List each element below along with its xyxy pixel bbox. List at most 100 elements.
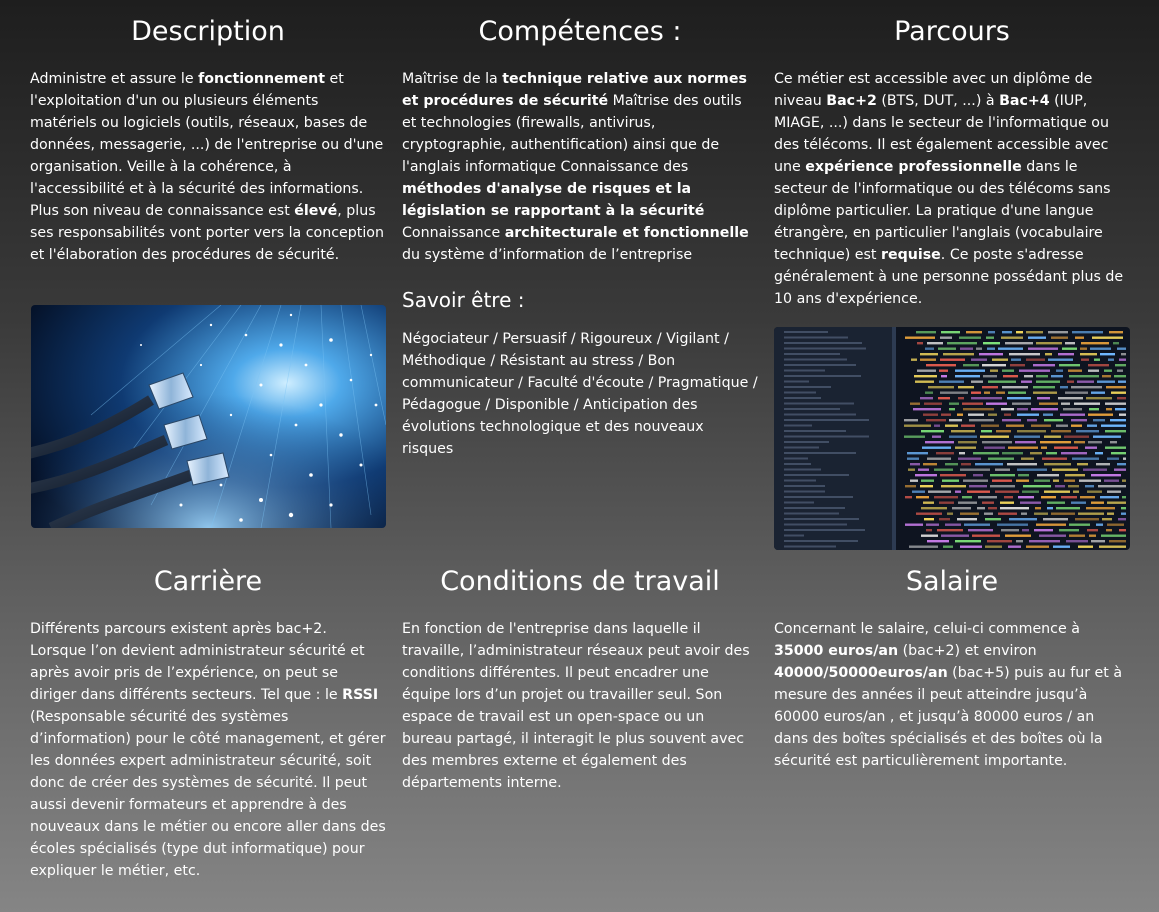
code-token <box>1114 468 1126 471</box>
code-token <box>940 474 966 477</box>
code-token <box>986 402 1007 405</box>
code-token <box>1119 358 1126 361</box>
code-token <box>1106 386 1126 389</box>
code-gutter-token <box>784 391 816 394</box>
code-token <box>958 386 974 389</box>
salaire-heading: Salaire <box>905 566 999 597</box>
code-token <box>1071 386 1102 389</box>
code-token <box>920 353 938 356</box>
description-text: Administre et assure le fonctionnement e… <box>30 71 384 264</box>
code-token <box>1037 397 1050 400</box>
code-token <box>1119 413 1126 416</box>
code-token <box>963 408 994 411</box>
code-token <box>958 441 977 444</box>
code-gutter-token <box>784 540 858 542</box>
code-token <box>1106 529 1112 532</box>
code-token <box>941 413 951 416</box>
code-token <box>1104 479 1119 482</box>
code-token <box>1004 496 1013 499</box>
code-token <box>968 413 984 416</box>
code-token <box>1087 424 1097 427</box>
code-token <box>1006 424 1024 427</box>
code-token <box>1088 413 1113 416</box>
code-token <box>934 468 953 471</box>
code-token <box>1041 446 1047 449</box>
code-token <box>1105 430 1126 433</box>
code-token <box>904 424 931 427</box>
code-token <box>1002 331 1012 334</box>
emphasis-text: fonctionnement <box>198 71 326 88</box>
code-token <box>916 331 936 334</box>
code-token <box>925 391 933 394</box>
code-token <box>921 479 934 482</box>
code-token <box>938 397 950 400</box>
code-gutter-token <box>784 358 847 361</box>
code-token <box>973 474 983 477</box>
code-token <box>920 485 933 488</box>
code-token <box>1065 474 1085 477</box>
code-token <box>939 369 948 372</box>
code-token <box>1021 512 1027 515</box>
code-token <box>1004 413 1011 416</box>
code-token <box>1036 380 1060 383</box>
code-token <box>1060 386 1068 389</box>
code-token <box>924 518 934 521</box>
code-token <box>1091 474 1121 477</box>
code-gutter-token <box>784 507 845 509</box>
code-token <box>1102 375 1111 378</box>
code-token <box>1064 435 1089 438</box>
code-token <box>916 496 929 499</box>
code-gutter-token <box>784 375 861 377</box>
code-token <box>958 501 977 504</box>
code-token <box>1017 408 1028 411</box>
code-token <box>1106 408 1112 411</box>
code-gutter-token <box>784 490 825 493</box>
code-token <box>1031 424 1051 427</box>
code-token <box>1044 490 1070 493</box>
emphasis-text: technique relative aux normes et procédu… <box>402 71 747 110</box>
code-token <box>996 391 1005 394</box>
code-token <box>949 435 977 438</box>
code-token <box>975 463 1003 466</box>
code-token <box>1022 529 1029 532</box>
code-token <box>955 446 976 449</box>
code-token <box>1024 375 1033 378</box>
code-token <box>921 430 944 433</box>
code-token <box>1107 501 1126 504</box>
code-token <box>923 463 937 466</box>
code-token <box>983 342 1000 345</box>
code-token <box>1093 419 1105 422</box>
code-token <box>955 369 985 372</box>
code-token <box>918 468 929 471</box>
code-token <box>1017 430 1046 433</box>
code-token <box>981 424 999 427</box>
code-token <box>943 545 953 548</box>
code-token <box>923 501 934 504</box>
code-token <box>1068 485 1079 488</box>
code-token <box>1026 545 1049 548</box>
code-token <box>937 529 963 532</box>
code-gutter-token <box>784 331 828 333</box>
code-token <box>1043 518 1068 521</box>
code-token <box>1000 507 1029 510</box>
emphasis-text: architecturale et fonctionnelle <box>504 225 749 242</box>
fiber-cables-image <box>31 305 386 528</box>
code-token <box>945 463 958 466</box>
code-token <box>988 380 1016 383</box>
code-token <box>1058 397 1083 400</box>
code-token <box>905 523 923 526</box>
code-gutter-token <box>784 468 821 471</box>
code-token <box>1066 540 1088 543</box>
code-token <box>951 430 975 433</box>
code-token <box>934 424 940 427</box>
code-token <box>1061 452 1087 455</box>
code-token <box>1051 430 1071 433</box>
code-token <box>1036 375 1048 378</box>
code-token <box>1016 331 1023 334</box>
code-token <box>945 424 958 427</box>
code-token <box>1083 468 1107 471</box>
code-token <box>976 347 982 350</box>
code-token <box>1110 419 1126 422</box>
code-token <box>914 375 937 378</box>
code-token <box>911 358 917 361</box>
